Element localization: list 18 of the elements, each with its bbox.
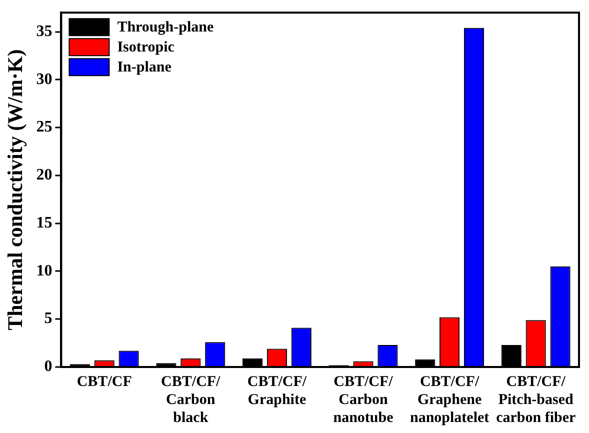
y-tick-label: 5: [44, 310, 52, 328]
x-tick-label: CBT/CF/ Pitch-based carbon fiber: [496, 374, 576, 426]
y-tick-label: 0: [44, 358, 52, 376]
x-tick-label: CBT/CF/ Carbon nanotube: [333, 374, 394, 426]
x-tick-label: CBT/CF/ Graphene nanoplatelet: [410, 374, 490, 426]
legend-label: In-plane: [117, 59, 172, 76]
y-tick-label: 10: [36, 262, 52, 280]
y-axis-title: Thermal conductivity (W/m·K): [3, 49, 28, 330]
y-tick-label: 25: [36, 118, 52, 136]
x-tick-label: CBT/CF/ Graphite: [247, 374, 308, 408]
legend-label: Isotropic: [117, 39, 175, 56]
y-tick-label: 15: [36, 214, 52, 232]
y-tick-label: 20: [36, 166, 52, 184]
legend-label: Through-plane: [117, 19, 214, 36]
y-tick-label: 35: [36, 22, 52, 40]
x-tick-label: CBT/CF: [76, 374, 132, 390]
y-tick-label: 30: [36, 70, 52, 88]
x-tick-label: CBT/CF/ Carbon black: [161, 374, 222, 426]
